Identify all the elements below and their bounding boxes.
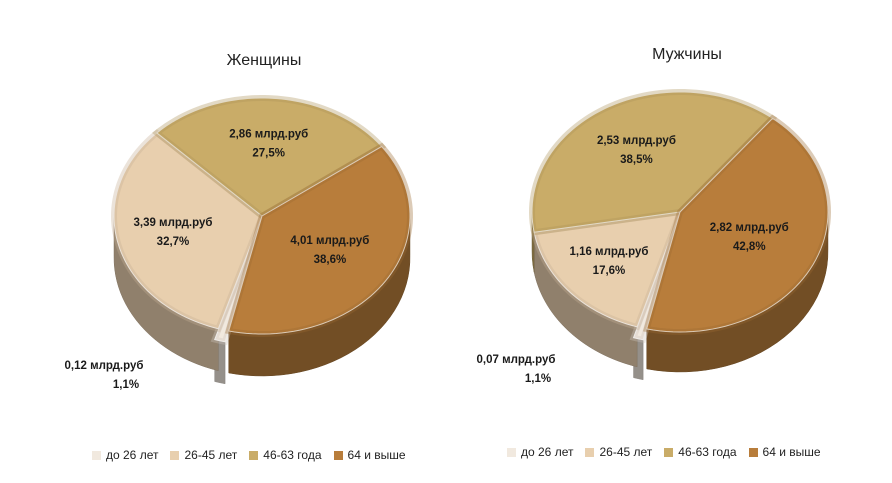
- pie-1-data-label-0: 0,07 млрд.руб 1,1%: [477, 354, 556, 385]
- pie-1-slice-0: [632, 222, 677, 341]
- legend-label: 46-63 года: [263, 448, 322, 462]
- legend-item-1: 26-45 лет: [170, 448, 237, 462]
- legend-swatch: [585, 447, 595, 457]
- pie-0-slice-rim-1: [111, 129, 266, 333]
- legend-swatch: [748, 447, 758, 457]
- legend-label: 46-63 года: [678, 445, 737, 459]
- pie-0-slice-0: [214, 226, 259, 343]
- pie-0-slice-rim-3: [224, 142, 413, 337]
- legend-label: до 26 лет: [521, 445, 574, 459]
- chart-title-women: Женщины: [226, 52, 302, 69]
- legend-item-2: 46-63 года: [249, 448, 322, 462]
- pie-0-data-label-2: 2,86 млрд.руб 27,5%: [229, 128, 308, 159]
- pie-1-slice-rim-0: [629, 221, 680, 344]
- legend-women: до 26 лет 26-45 лет 46-63 года 64 и выше: [92, 448, 418, 462]
- legend-swatch: [92, 450, 101, 460]
- pie-1-data-label-1: 1,16 млрд.руб 17,6%: [569, 246, 648, 277]
- legend-swatch: [249, 450, 259, 460]
- legend-item-2: 46-63 года: [664, 445, 737, 459]
- pie-1-slice-3: [646, 117, 829, 333]
- legend-label: 64 и выше: [347, 448, 406, 462]
- pie-1: 0,07 млрд.руб 1,1% 1,16 млрд.руб 17,6% 2,53 …: [477, 89, 832, 385]
- pie-0-data-label-1: 3,39 млрд.руб 32,7%: [133, 217, 212, 248]
- chart-title-men: Мужчины: [652, 46, 722, 63]
- legend-label: до 26 лет: [106, 448, 159, 462]
- pie-0-slice-rim-2: [152, 95, 387, 220]
- pie-1-slice-2: [531, 91, 774, 233]
- legend-label: 26-45 лет: [184, 448, 238, 462]
- legend-item-0: до 26 лет: [92, 448, 158, 462]
- pie-0-data-label-0: 0,12 млрд.руб 1,1%: [65, 360, 144, 391]
- legend-item-3: 64 и выше: [748, 445, 821, 459]
- legend-swatch: [170, 450, 180, 460]
- legend-men: до 26 лет 26-45 лет 46-63 года 64 и выше: [507, 445, 833, 459]
- pie-0-slice-3: [228, 145, 411, 335]
- legend-item-0: до 26 лет: [507, 445, 573, 459]
- pie-1-slice-rim-3: [642, 114, 832, 336]
- legend-item-3: 64 и выше: [333, 448, 406, 462]
- legend-swatch: [664, 447, 674, 457]
- pie-0-slice-2: [156, 97, 383, 217]
- pie-0-slice-1: [113, 132, 263, 330]
- legend-label: 64 и выше: [762, 445, 821, 459]
- pie-1-data-label-2: 2,53 млрд.руб 38,5%: [597, 135, 676, 166]
- pie-0-data-label-3: 4,01 млрд.руб 38,6%: [290, 235, 369, 266]
- legend-swatch: [507, 447, 516, 457]
- legend-swatch: [333, 450, 343, 460]
- legend-item-1: 26-45 лет: [585, 445, 652, 459]
- pie-1-data-label-3: 2,82 млрд.руб 42,8%: [710, 222, 789, 253]
- pie-0: 0,12 млрд.руб 1,1% 3,39 млрд.руб 32,7% 2,86 …: [65, 95, 413, 391]
- pie-0-slice-rim-0: [210, 225, 262, 346]
- pie-1-slice-rim-1: [530, 208, 685, 331]
- pie-1-slice-rim-2: [529, 89, 778, 236]
- legend-label: 26-45 лет: [599, 445, 653, 459]
- pie-1-slice-1: [533, 211, 681, 328]
